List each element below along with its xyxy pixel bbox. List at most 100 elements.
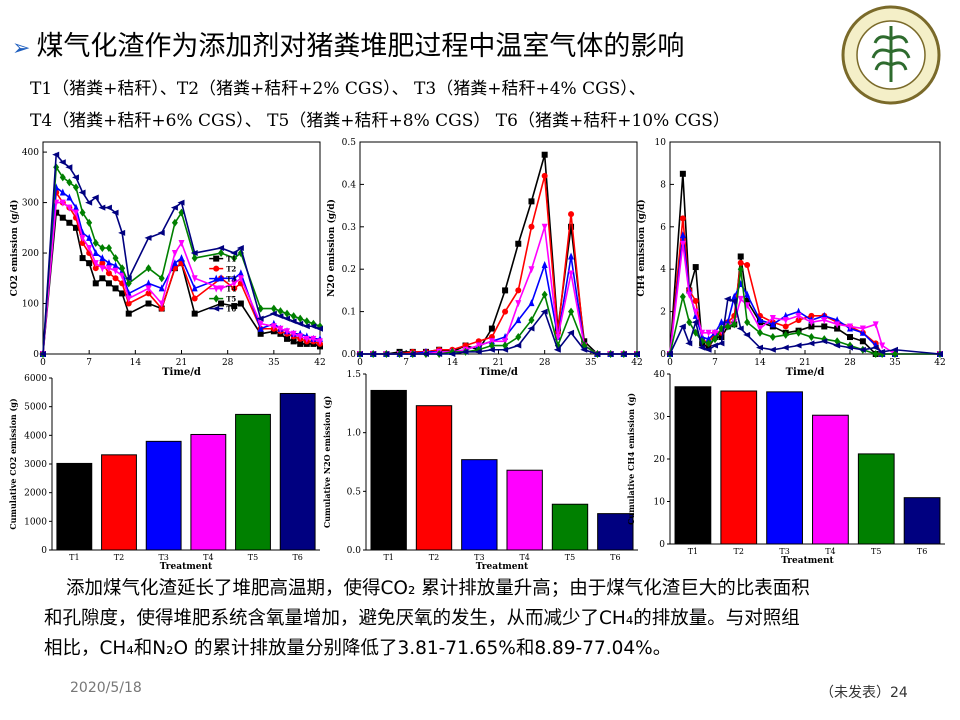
data-point-T4 xyxy=(297,333,304,341)
data-point-T1 xyxy=(66,219,73,226)
data-point-T6 xyxy=(858,346,866,353)
data-point-T1 xyxy=(568,223,575,230)
data-point-T2 xyxy=(679,215,686,222)
data-point-T3 xyxy=(679,231,686,239)
data-point-T5 xyxy=(872,350,879,358)
data-point-T2 xyxy=(99,260,106,267)
data-point-T3 xyxy=(731,292,738,300)
series-line-T4 xyxy=(360,226,637,355)
x-tick-label: T1 xyxy=(69,553,79,562)
y-tick-label: 0.3 xyxy=(342,223,357,233)
data-point-T5 xyxy=(125,279,132,288)
x-tick-label: 0 xyxy=(357,358,363,368)
data-point-T4 xyxy=(86,245,93,252)
data-point-T5 xyxy=(277,307,284,316)
data-point-T1 xyxy=(679,170,686,177)
data-point-T6 xyxy=(619,351,627,357)
data-point-T5 xyxy=(119,264,126,273)
y-tick-label: 0.0 xyxy=(342,350,357,360)
data-point-T4 xyxy=(112,267,119,275)
data-point-T5 xyxy=(568,307,575,316)
data-point-T4 xyxy=(821,317,828,325)
data-point-T5 xyxy=(158,274,165,283)
bar-T1 xyxy=(674,386,712,545)
data-point-T3 xyxy=(145,279,152,287)
x-tick-label: T3 xyxy=(158,553,168,562)
data-point-T1 xyxy=(119,290,126,297)
y-tick-label: 40 xyxy=(654,370,666,380)
data-point-T2 xyxy=(744,261,751,268)
data-point-T4 xyxy=(66,204,73,212)
data-point-T4 xyxy=(270,323,277,331)
data-point-T3 xyxy=(757,316,763,324)
data-point-T6 xyxy=(302,323,310,330)
data-point-T1 xyxy=(488,325,495,332)
data-point-T6 xyxy=(157,229,165,236)
data-point-T1 xyxy=(191,310,198,317)
y-tick-label: 0.5 xyxy=(347,487,362,497)
data-point-T6 xyxy=(794,342,802,349)
data-point-T6 xyxy=(593,351,601,357)
data-point-T6 xyxy=(567,329,575,336)
data-point-T4 xyxy=(554,334,561,342)
data-point-T6 xyxy=(936,351,943,357)
y-tick-label: 20 xyxy=(654,455,666,465)
x-tick-label: 42 xyxy=(934,358,945,368)
data-point-T6 xyxy=(871,344,879,351)
y-axis-label: Cumulative CH4 emission (g) xyxy=(626,393,636,525)
data-point-T6 xyxy=(118,229,126,236)
data-point-T4 xyxy=(679,240,686,248)
y-tick-label: 100 xyxy=(22,300,39,310)
data-point-T5 xyxy=(541,290,548,299)
data-point-T6 xyxy=(144,234,152,241)
data-point-T6 xyxy=(190,250,198,257)
legend-label-T6: T6 xyxy=(226,305,236,314)
data-point-T6 xyxy=(104,204,112,211)
legend-marker-T1 xyxy=(213,255,220,262)
data-point-T4 xyxy=(105,265,112,273)
data-point-T1 xyxy=(53,209,60,216)
data-point-T4 xyxy=(847,323,853,331)
x-axis-label: Treatment xyxy=(781,556,834,566)
legend-marker-T4 xyxy=(213,285,220,293)
y-tick-label: 30 xyxy=(654,413,666,423)
y-tick-label: 10 xyxy=(655,138,667,148)
data-point-T6 xyxy=(698,344,706,351)
data-point-T6 xyxy=(891,346,898,353)
data-point-T1 xyxy=(112,285,119,292)
x-axis-label: Time/d xyxy=(162,367,201,378)
data-point-T1 xyxy=(231,303,238,310)
y-tick-label: 2000 xyxy=(24,489,47,499)
data-point-T6 xyxy=(474,348,482,355)
series-line-T3 xyxy=(669,235,940,355)
data-point-T5 xyxy=(92,238,99,247)
data-point-T1 xyxy=(808,323,815,330)
data-point-T5 xyxy=(679,292,686,301)
data-point-T6 xyxy=(461,348,469,355)
y-tick-label: 400 xyxy=(22,148,39,158)
data-point-T6 xyxy=(39,351,46,357)
data-point-T3 xyxy=(744,290,751,298)
slide-date: 2020/5/18 xyxy=(70,680,142,696)
data-point-T4 xyxy=(515,300,522,308)
data-point-T5 xyxy=(769,333,776,342)
data-point-T2 xyxy=(541,172,548,179)
data-point-T6 xyxy=(768,346,776,353)
data-point-T2 xyxy=(125,300,132,307)
data-point-T4 xyxy=(737,295,744,303)
y-axis-label: Cumulative CO2 emission (g) xyxy=(8,398,18,530)
data-point-T6 xyxy=(540,308,548,315)
data-point-T6 xyxy=(723,295,731,302)
y-axis-label: CO2 emission (g/d) xyxy=(9,200,20,297)
data-point-T6 xyxy=(71,174,79,181)
y-tick-label: 0.0 xyxy=(347,546,362,556)
data-point-T1 xyxy=(99,275,106,282)
data-point-T5 xyxy=(686,318,693,327)
bar-T5 xyxy=(235,413,271,551)
data-point-T1 xyxy=(541,151,548,158)
bar-T2 xyxy=(415,405,453,551)
data-point-T2 xyxy=(795,317,802,324)
data-point-T5 xyxy=(488,341,495,350)
data-point-T4 xyxy=(145,285,152,293)
data-point-T4 xyxy=(257,320,264,328)
